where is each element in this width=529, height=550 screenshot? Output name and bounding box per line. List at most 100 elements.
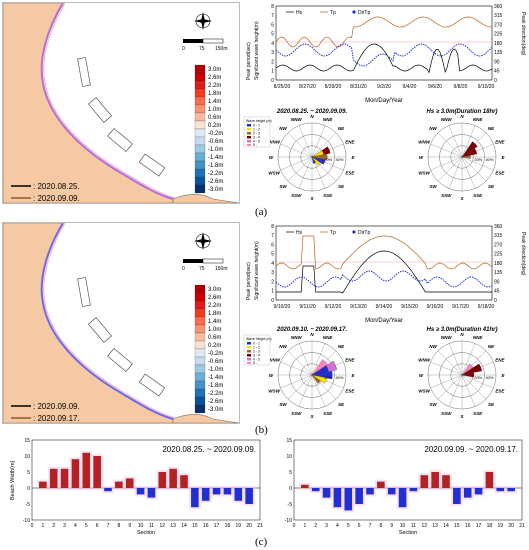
x-tick-label: 8/25/20 xyxy=(274,84,291,90)
svg-text:4 - 5: 4 - 5 xyxy=(253,358,260,362)
rose-petal xyxy=(311,156,326,165)
map-a: 0 75 150m 3.0m 2.6m 2.2m 1.8m 1.4m 1.0m 0.6m 0.… xyxy=(2,2,240,204)
right-ticks-a: 0 45 90 135 180 225 270 315 360 xyxy=(494,4,503,84)
y-tick-label: 15 xyxy=(24,438,30,444)
rose-direction-label: WSW xyxy=(418,171,430,176)
colorbar-label: 0.2m xyxy=(208,123,221,129)
left-tick-label: 6 xyxy=(271,22,274,28)
bar xyxy=(82,452,91,488)
x-tick-label: 8/29/20 xyxy=(325,84,342,90)
bar xyxy=(463,488,472,498)
bar xyxy=(147,488,156,498)
ylabel-left2-b: Peak period(sec) xyxy=(246,262,252,300)
left-tick-label: 5 xyxy=(271,32,274,38)
colorbar-swatch xyxy=(194,356,206,366)
colorbar-label: -1.0m xyxy=(208,367,223,373)
x-tick-label: 18 xyxy=(225,523,231,529)
rose-ring-label: 40% xyxy=(485,375,493,380)
rose-direction-label: NNW xyxy=(291,117,302,122)
breakwater-b-3 xyxy=(107,347,133,373)
dir-line-a xyxy=(275,43,493,67)
rose-legend-a: Wave height (m) 0 - 1 1 - 2 2 - 3 3 - 4 … xyxy=(243,116,272,148)
colorbar-label: 1.0m xyxy=(208,107,221,113)
colorbar-swatch xyxy=(194,120,206,130)
colorbar-label: 1.8m xyxy=(208,311,221,317)
colorbar-swatch xyxy=(194,300,206,310)
panel-label-a: (a) xyxy=(255,206,268,218)
bar xyxy=(387,488,396,495)
bar xyxy=(496,488,505,492)
rose-direction-label: SSE xyxy=(323,411,333,416)
breakwater-a-4 xyxy=(138,153,166,177)
rose-direction-label: NE xyxy=(488,344,495,349)
colorbar-swatch xyxy=(194,380,206,390)
y-tick-label: -10 xyxy=(23,518,30,524)
x-tick-label: 9 xyxy=(390,523,393,529)
map-b: 0 75 150m 3.0m 2.6m 2.2m 1.8m 1.4m 1.0m 0.6m 0.… xyxy=(2,222,240,424)
x-tick-label: 7 xyxy=(107,523,110,529)
colorbar-label: 3.0m xyxy=(208,287,221,293)
bar xyxy=(223,488,232,495)
rose-petal xyxy=(461,148,478,158)
left-tick-label: 1 xyxy=(271,69,274,75)
x-tick-label: 11 xyxy=(411,523,416,529)
rose-direction-label: W xyxy=(419,373,424,378)
colorbar-label: -2.2m xyxy=(208,391,223,397)
x-tick-label: 11 xyxy=(149,523,154,529)
rose-direction-label: S xyxy=(460,414,463,419)
rose-petal xyxy=(311,150,324,158)
bar-chart-title: 2020.08.25. ~ 2020.09.09. xyxy=(162,445,256,454)
land-a xyxy=(3,3,174,203)
y-tick-label: 5 xyxy=(289,470,292,476)
svg-text:0: 0 xyxy=(182,46,185,52)
xlabel-a: Mon/Day/Year xyxy=(365,98,403,104)
colorbar-swatch xyxy=(194,316,206,326)
colorbar-swatch xyxy=(194,128,206,138)
right-tick-label: 90 xyxy=(494,279,500,285)
legend-tp-a: Tp xyxy=(330,10,336,16)
bar xyxy=(344,488,353,511)
colorbar-swatch xyxy=(194,364,206,374)
colorbar-label: -3.0m xyxy=(208,407,223,413)
rose-direction-label: E xyxy=(351,155,355,160)
right-tick-label: 225 xyxy=(494,252,503,258)
rose-direction-label: W xyxy=(269,155,274,160)
right-tick-label: 90 xyxy=(494,59,500,65)
legend-b: : 2020.09.09. : 2020.09.17. xyxy=(11,402,80,423)
scale-labels-b: 0 75 150m xyxy=(182,266,228,272)
rose-b2-title: Hs ≥ 3.0m(Duration 41hr) xyxy=(427,327,498,333)
shoreline-a-2 xyxy=(43,3,176,199)
rose-petal xyxy=(311,156,316,164)
right-tick-label: 0 xyxy=(494,78,497,84)
right-tick-label: 45 xyxy=(494,289,500,295)
xlabel-b: Mon/Day/Year xyxy=(365,318,403,324)
x-tick-label: 15 xyxy=(454,523,460,529)
colorbar-label: -0.6m xyxy=(208,139,223,145)
rose-a2: N NNE NE ENE E ESE SE SSE S SSW SW WSW W WNW NW NNW 20% 4… xyxy=(418,114,505,201)
rose-direction-label: SE xyxy=(338,184,345,189)
bar xyxy=(49,468,58,488)
rose-direction-label: NNW xyxy=(291,335,302,340)
colorbar-label: -1.4m xyxy=(208,155,223,161)
x-tick-label: 9/4/20 xyxy=(403,84,417,90)
bar xyxy=(115,481,123,488)
shoreline-b-2 xyxy=(43,223,176,419)
colorbar-label: -2.2m xyxy=(208,171,223,177)
right-tick-label: 315 xyxy=(494,13,503,19)
tp-line-b xyxy=(275,235,493,270)
x-tick-label: 12 xyxy=(422,523,428,529)
svg-text:0 - 1: 0 - 1 xyxy=(253,342,260,346)
rose-direction-label: WSW xyxy=(418,389,430,394)
colorbar-label: 2.2m xyxy=(208,303,221,309)
rose-direction-label: SW xyxy=(429,402,437,407)
x-tick-label: 19 xyxy=(236,523,242,529)
bar xyxy=(453,488,461,504)
x-tick-label: 9/6/20 xyxy=(428,84,442,90)
colorbar-swatch xyxy=(194,152,206,162)
left-tick-label: 4 xyxy=(271,261,274,267)
x-tick-label: 12 xyxy=(160,523,166,529)
rose-ring-label: 20% xyxy=(324,375,332,380)
x-tick-label: 6 xyxy=(358,523,361,529)
rose-direction-label: N xyxy=(460,332,464,337)
x-tick-label: 6 xyxy=(96,523,99,529)
